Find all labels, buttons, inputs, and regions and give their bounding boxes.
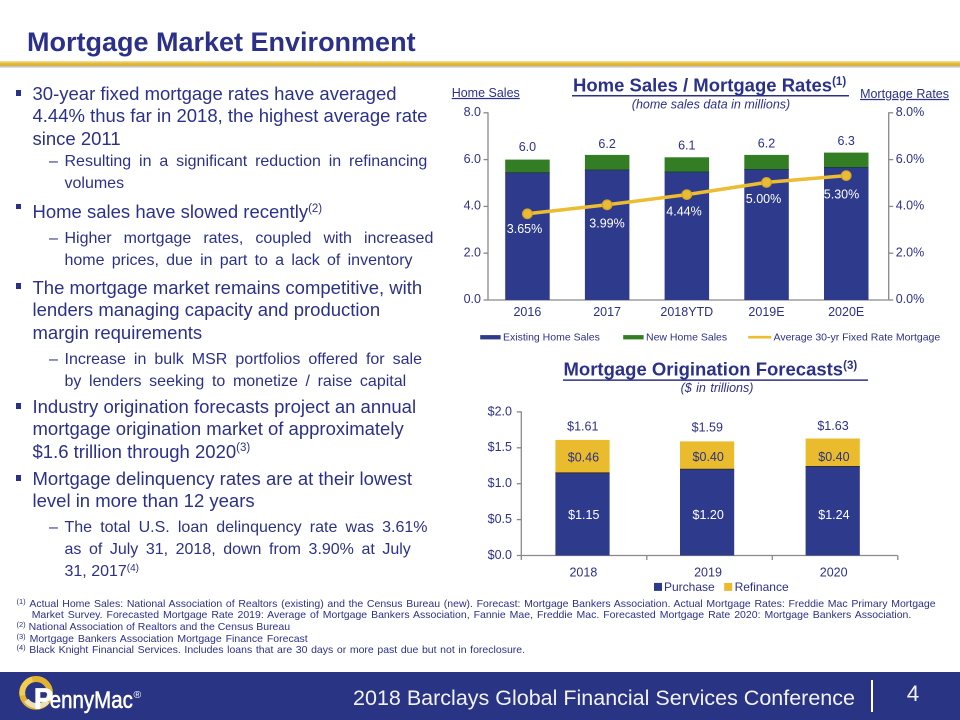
svg-text:$0.5: $0.5	[488, 512, 512, 526]
svg-text:$0.46: $0.46	[568, 451, 599, 465]
svg-text:6.2: 6.2	[758, 137, 775, 151]
svg-text:$1.63: $1.63	[817, 419, 848, 433]
svg-text:Mortgage Origination Forecasts: Mortgage Origination Forecasts(3)	[564, 359, 858, 380]
svg-text:8.0%: 8.0%	[896, 105, 925, 119]
svg-text:2019: 2019	[694, 566, 722, 580]
svg-text:$1.20: $1.20	[693, 508, 724, 522]
svg-text:3.99%: 3.99%	[589, 216, 624, 230]
svg-text:Refinance: Refinance	[735, 580, 789, 594]
svg-text:6.3: 6.3	[838, 134, 855, 148]
svg-text:0.0: 0.0	[464, 292, 481, 306]
svg-text:$1.5: $1.5	[488, 440, 512, 454]
svg-text:$0.40: $0.40	[818, 450, 849, 464]
svg-text:$1.15: $1.15	[568, 508, 599, 522]
svg-text:$1.61: $1.61	[567, 420, 598, 434]
svg-text:Existing Home Sales: Existing Home Sales	[503, 331, 600, 343]
svg-text:(home sales data in millions): (home sales data in millions)	[632, 98, 790, 112]
svg-text:$0.0: $0.0	[488, 548, 512, 562]
svg-text:$0.40: $0.40	[693, 450, 724, 464]
svg-text:2020: 2020	[820, 566, 848, 580]
svg-text:2016: 2016	[513, 305, 541, 319]
svg-text:$1.24: $1.24	[818, 508, 849, 522]
svg-text:6.0: 6.0	[464, 152, 481, 166]
svg-text:2018YTD: 2018YTD	[660, 305, 713, 319]
svg-text:4.0%: 4.0%	[896, 199, 925, 213]
svg-text:New Home Sales: New Home Sales	[646, 331, 727, 343]
svg-text:8.0: 8.0	[464, 105, 481, 119]
svg-text:P: P	[34, 683, 53, 715]
svg-text:Purchase: Purchase	[664, 580, 715, 594]
svg-text:0.0%: 0.0%	[896, 292, 925, 306]
svg-text:$1.59: $1.59	[692, 421, 723, 435]
svg-text:2017: 2017	[593, 305, 621, 319]
svg-text:$2.0: $2.0	[488, 404, 512, 418]
svg-text:2.0: 2.0	[464, 245, 481, 259]
svg-text:$1.0: $1.0	[488, 476, 512, 490]
svg-text:5.00%: 5.00%	[746, 192, 781, 206]
svg-text:6.1: 6.1	[678, 139, 695, 153]
svg-text:6.0: 6.0	[519, 140, 536, 154]
svg-text:($ in trillions): ($ in trillions)	[681, 381, 754, 395]
svg-text:2019E: 2019E	[748, 305, 784, 319]
svg-text:5.30%: 5.30%	[824, 187, 859, 201]
svg-text:3.65%: 3.65%	[507, 222, 542, 236]
svg-text:2.0%: 2.0%	[896, 245, 925, 259]
svg-text:Average 30-yr Fixed Rate Mortg: Average 30-yr Fixed Rate Mortgage	[774, 331, 941, 343]
svg-text:4.44%: 4.44%	[666, 205, 701, 219]
svg-text:Home Sales: Home Sales	[452, 86, 520, 100]
svg-text:2018: 2018	[569, 566, 597, 580]
svg-text:6.2: 6.2	[598, 137, 615, 151]
svg-text:ennyMac: ennyMac	[50, 687, 133, 714]
svg-text:Home Sales / Mortgage Rates(1): Home Sales / Mortgage Rates(1)	[573, 74, 846, 95]
svg-text:6.0%: 6.0%	[896, 152, 925, 166]
svg-text:4.0: 4.0	[464, 199, 481, 213]
svg-text:Mortgage Rates: Mortgage Rates	[860, 87, 949, 101]
svg-text:2020E: 2020E	[828, 305, 864, 319]
svg-text:®: ®	[134, 689, 142, 701]
